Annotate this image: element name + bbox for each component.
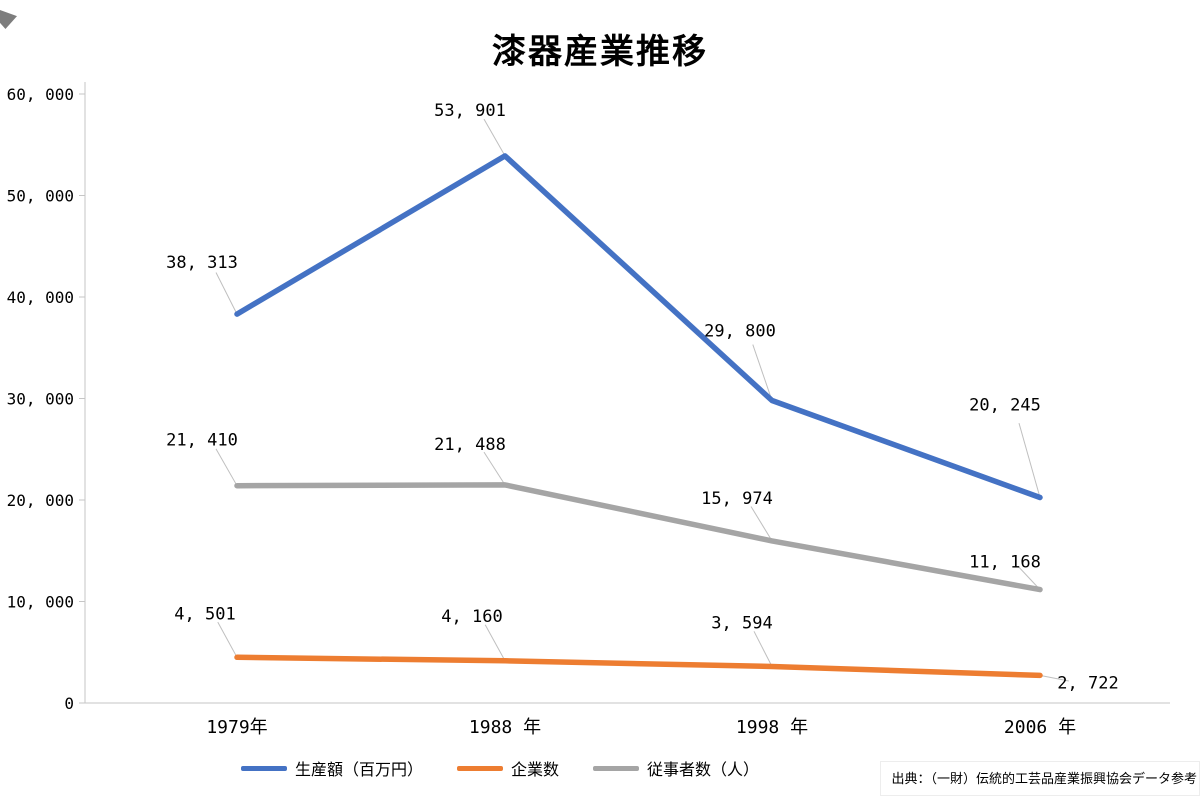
source-note: 出典：（一財）伝統的工芸品産業振興協会データ参考	[880, 761, 1200, 796]
y-tick-label: 0	[64, 694, 74, 713]
leader-line	[753, 631, 773, 667]
x-tick-label: 2006 年	[1004, 717, 1076, 738]
legend-label-production: 生産額（百万円）	[294, 762, 423, 779]
y-tick-label: 40, 000	[7, 288, 74, 307]
legend-item-workers: 従事者数（人）	[593, 756, 759, 780]
data-label-series-1: 4, 160	[441, 607, 502, 627]
data-label-series-0: 20, 245	[969, 396, 1041, 416]
x-tick-label: 1998 年	[736, 717, 808, 738]
data-label-series-2: 21, 488	[434, 435, 506, 455]
data-label-series-1: 2, 722	[1057, 673, 1118, 693]
y-tick-label: 60, 000	[7, 85, 74, 104]
data-label-series-1: 3, 594	[711, 614, 772, 634]
leader-line	[484, 624, 506, 662]
x-tick-label: 1979年	[206, 717, 267, 738]
y-tick-label: 30, 000	[7, 390, 74, 409]
legend-swatch-companies-line	[456, 765, 503, 771]
leader-line	[483, 118, 506, 157]
series-line-2	[234, 482, 1043, 593]
legend-swatch-workers-line	[593, 765, 639, 771]
y-tick-label: 10, 000	[7, 593, 74, 612]
leader-line	[217, 621, 238, 658]
data-label-series-2: 21, 410	[166, 431, 238, 451]
legend-swatch-production-line	[240, 765, 287, 771]
data-label-series-0: 53, 901	[434, 101, 506, 121]
leader-line	[1018, 566, 1041, 590]
data-label-series-2: 15, 974	[701, 489, 773, 509]
y-tick-label: 20, 000	[7, 491, 74, 510]
chart-legend: 生産額（百万円） 企業数 従事者数（人）	[0, 756, 1000, 780]
legend-label-companies: 企業数	[510, 762, 559, 779]
data-label-series-2: 11, 168	[969, 553, 1041, 573]
leader-line	[215, 448, 238, 486]
leader-line	[483, 451, 506, 486]
series-line-1	[234, 654, 1043, 679]
chart-title: 漆器産業推移	[492, 33, 708, 71]
data-label-series-0: 29, 800	[704, 322, 776, 342]
leader-line	[1018, 422, 1041, 498]
leader-line	[1039, 674, 1069, 682]
leader-line	[215, 272, 238, 315]
data-label-series-1: 4, 501	[174, 604, 235, 624]
leader-line	[752, 344, 773, 401]
y-tick-label: 50, 000	[7, 187, 74, 206]
legend-label-workers: 従事者数（人）	[647, 762, 760, 779]
series-line-0	[234, 153, 1043, 501]
legend-item-companies: 企業数	[456, 756, 559, 780]
x-tick-label: 1988 年	[469, 717, 541, 738]
leader-line	[750, 506, 773, 542]
legend-item-production: 生産額（百万円）	[240, 756, 423, 780]
data-label-series-0: 38, 313	[166, 253, 238, 273]
